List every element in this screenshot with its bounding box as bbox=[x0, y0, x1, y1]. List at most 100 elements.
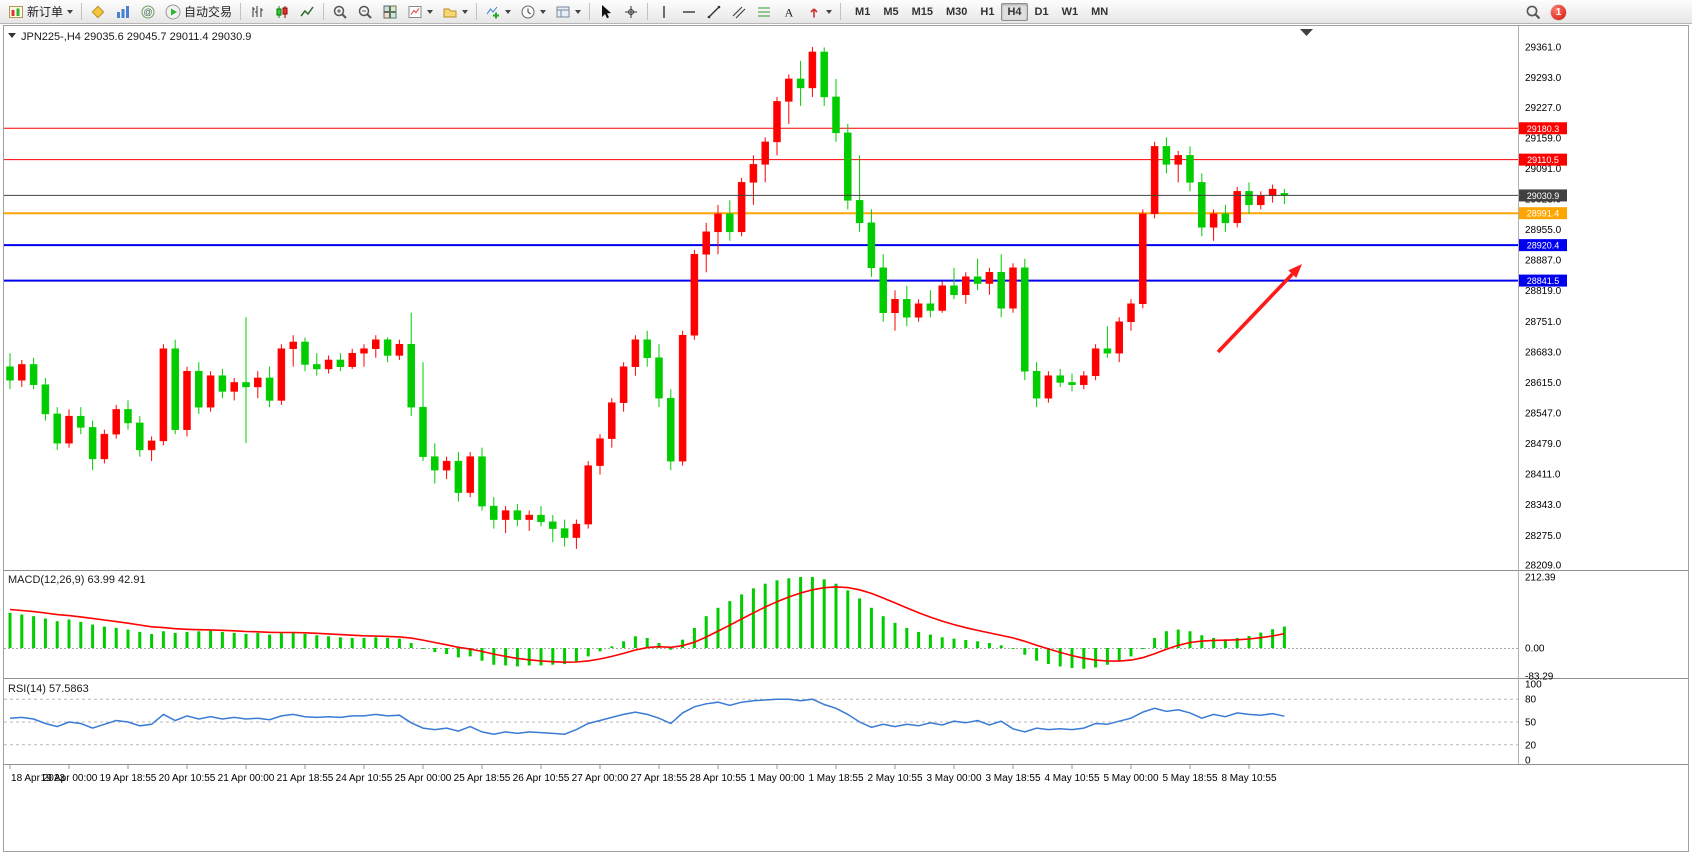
notification-badge[interactable]: 1 bbox=[1551, 5, 1566, 20]
text-button[interactable]: A bbox=[777, 2, 801, 22]
line-chart-icon bbox=[299, 4, 315, 20]
timeframe-mn-button[interactable]: MN bbox=[1091, 5, 1109, 18]
price-axis[interactable]: 29361.029293.029227.029159.029091.029023… bbox=[1525, 43, 1562, 572]
timeframe-h4-button[interactable]: H4 bbox=[1001, 2, 1028, 21]
symbol-dropdown-icon[interactable] bbox=[8, 33, 16, 38]
timeframe-m1-button[interactable]: M1 bbox=[855, 5, 871, 18]
new-chart-button[interactable] bbox=[403, 2, 437, 22]
rsi-axis-tick: 0 bbox=[1525, 756, 1531, 767]
price-tick: 28683.0 bbox=[1525, 347, 1562, 358]
time-tick: 19 Apr 00:00 bbox=[41, 773, 98, 784]
periods-button[interactable] bbox=[516, 2, 550, 22]
channel-button[interactable] bbox=[727, 2, 751, 22]
new-order-button[interactable]: 新订单 bbox=[4, 2, 77, 22]
price-badge-label: 29180.3 bbox=[1527, 124, 1560, 134]
community-button[interactable]: @ bbox=[136, 2, 160, 22]
zoom-out-button[interactable] bbox=[353, 2, 377, 22]
price-badge-label: 28920.4 bbox=[1527, 241, 1560, 251]
price-tick: 28615.0 bbox=[1525, 378, 1562, 389]
metaeditor-icon bbox=[90, 4, 106, 20]
cursor-button[interactable] bbox=[594, 2, 618, 22]
timeframe-m5-button[interactable]: M5 bbox=[883, 5, 899, 18]
price-tick: 28887.0 bbox=[1525, 256, 1562, 267]
time-tick: 25 Apr 00:00 bbox=[395, 773, 452, 784]
metaeditor-button[interactable] bbox=[86, 2, 110, 22]
price-tick: 28479.0 bbox=[1525, 439, 1562, 450]
toolbar-right: 1 bbox=[1525, 4, 1566, 21]
line-chart-button[interactable] bbox=[295, 2, 319, 22]
timeframe-m30-button[interactable]: M30 bbox=[946, 5, 968, 18]
rsi-axis-tick: 20 bbox=[1525, 740, 1537, 751]
new-order-label: 新订单 bbox=[27, 5, 64, 19]
price-tick: 28343.0 bbox=[1525, 500, 1562, 511]
channel-icon bbox=[731, 4, 747, 20]
macd-axis-tick: 212.39 bbox=[1525, 572, 1556, 583]
time-tick: 8 May 10:55 bbox=[1221, 773, 1276, 784]
macd-axis-tick: -83.29 bbox=[1525, 671, 1554, 682]
tile-windows-icon bbox=[382, 4, 398, 20]
time-tick: 28 Apr 10:55 bbox=[690, 773, 747, 784]
timeframe-w1-button[interactable]: W1 bbox=[1061, 5, 1079, 18]
time-tick: 4 May 10:55 bbox=[1044, 773, 1099, 784]
chart-window: 29361.029293.029227.029159.029091.029023… bbox=[0, 24, 1692, 854]
toolbar-separator bbox=[840, 3, 842, 20]
rsi-pane: 100 80 50 20 0 bbox=[4, 680, 1542, 767]
arrows-button[interactable] bbox=[802, 2, 836, 22]
horizontal-lines[interactable] bbox=[4, 127, 1518, 282]
community-icon: @ bbox=[140, 4, 156, 20]
vertical-line-button[interactable] bbox=[652, 2, 676, 22]
profiles-button[interactable] bbox=[438, 2, 472, 22]
trend-arrow-annotation[interactable] bbox=[1216, 264, 1302, 354]
timeframe-group: M1 M5 M15 M30 H1 H4 D1 W1 MN bbox=[849, 2, 1114, 21]
crosshair-icon bbox=[623, 4, 639, 20]
time-tick: 26 Apr 10:55 bbox=[513, 773, 570, 784]
chart-shift-marker[interactable] bbox=[1300, 29, 1313, 36]
price-badge bbox=[1519, 189, 1567, 202]
templates-icon bbox=[555, 4, 571, 20]
zoom-in-button[interactable] bbox=[328, 2, 352, 22]
toolbar-separator bbox=[240, 3, 242, 20]
price-tick: 29361.0 bbox=[1525, 43, 1562, 54]
rsi-label: RSI(14) 57.5863 bbox=[8, 683, 89, 695]
time-tick: 3 May 00:00 bbox=[926, 773, 981, 784]
auto-trading-button[interactable]: 自动交易 bbox=[161, 2, 236, 22]
toolbar-separator bbox=[81, 3, 83, 20]
indicators-button[interactable] bbox=[481, 2, 515, 22]
chevron-down-icon bbox=[505, 9, 512, 14]
trendline-button[interactable] bbox=[702, 2, 726, 22]
price-tick: 28751.0 bbox=[1525, 317, 1562, 328]
price-badge-label: 29030.9 bbox=[1527, 191, 1560, 201]
crosshair-button[interactable] bbox=[619, 2, 643, 22]
search-icon[interactable] bbox=[1525, 4, 1542, 21]
trendline-icon bbox=[706, 4, 722, 20]
macd-axis-tick: 0.00 bbox=[1525, 644, 1545, 655]
templates-button[interactable] bbox=[551, 2, 585, 22]
timeframe-m15-button[interactable]: M15 bbox=[911, 5, 933, 18]
fibonacci-button[interactable] bbox=[752, 2, 776, 22]
charts-button[interactable] bbox=[111, 2, 135, 22]
time-tick: 5 May 00:00 bbox=[1103, 773, 1158, 784]
candlestick-chart-button[interactable] bbox=[270, 2, 294, 22]
toolbar-buttons: 新订单 @ 自动交易 A bbox=[4, 2, 844, 22]
price-badge bbox=[1519, 239, 1567, 252]
time-tick: 1 May 18:55 bbox=[808, 773, 863, 784]
chart-canvas[interactable]: 29361.029293.029227.029159.029091.029023… bbox=[0, 24, 1692, 854]
price-tick: 29227.0 bbox=[1525, 103, 1562, 114]
timeframe-h1-button[interactable]: H1 bbox=[980, 5, 995, 18]
price-tick: 28411.0 bbox=[1525, 470, 1561, 481]
toolbar: 新订单 @ 自动交易 A M1 M5 M15 M30 H1 H4 D1 W1 MN 1 bbox=[0, 0, 1692, 24]
time-tick: 20 Apr 10:55 bbox=[159, 773, 216, 784]
price-tick: 29293.0 bbox=[1525, 73, 1562, 84]
price-badges: 29180.3 29110.5 29030.9 28991.4 28920.4 28841… bbox=[1519, 122, 1567, 287]
horizontal-line-button[interactable] bbox=[677, 2, 701, 22]
timeframe-d1-button[interactable]: D1 bbox=[1034, 5, 1049, 18]
time-tick: 19 Apr 18:55 bbox=[100, 773, 157, 784]
price-badge bbox=[1519, 207, 1567, 220]
bar-chart-button[interactable] bbox=[245, 2, 269, 22]
rsi-axis-tick: 50 bbox=[1525, 718, 1537, 729]
tile-windows-button[interactable] bbox=[378, 2, 402, 22]
svg-text:@: @ bbox=[143, 7, 152, 17]
price-badge bbox=[1519, 122, 1567, 135]
price-tick: 29159.0 bbox=[1525, 133, 1562, 144]
